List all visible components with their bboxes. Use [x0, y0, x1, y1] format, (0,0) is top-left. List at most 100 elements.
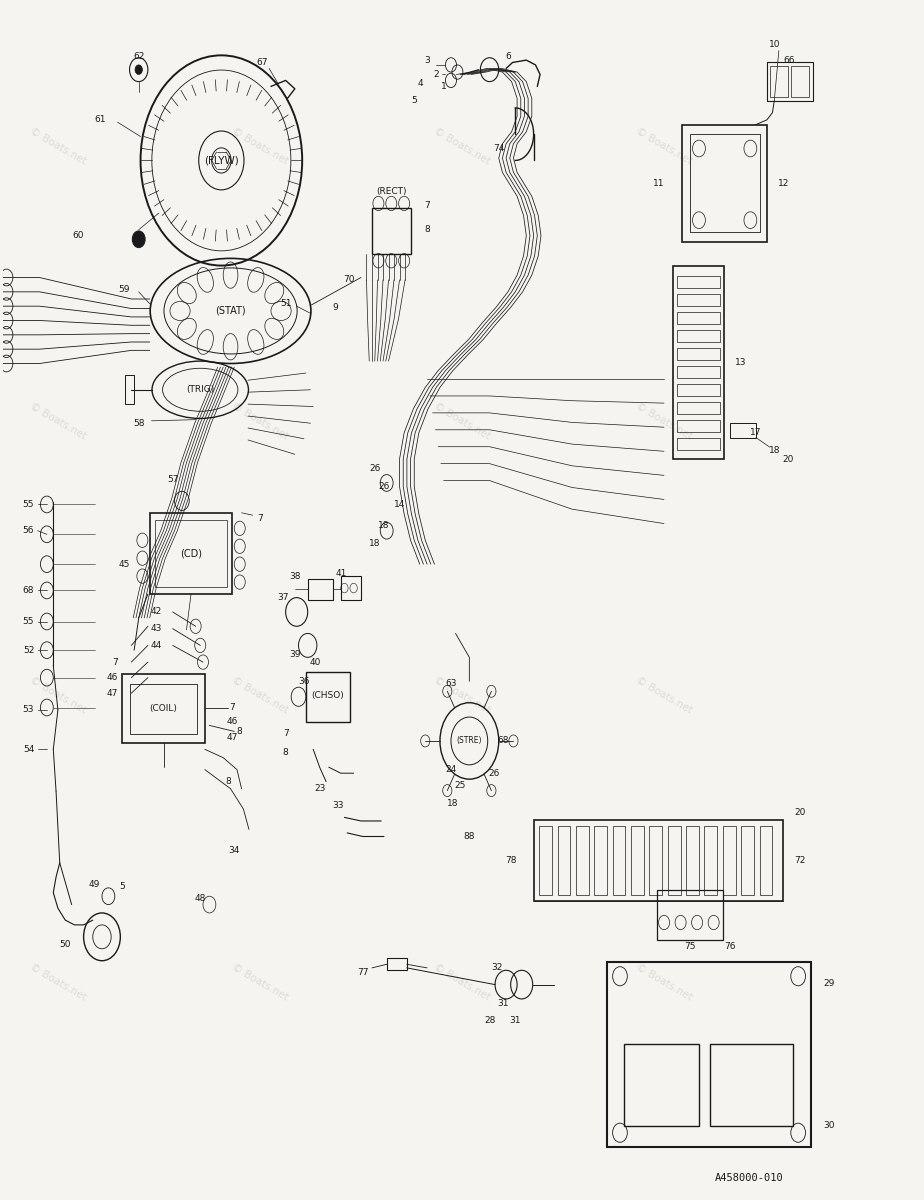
Text: 59: 59: [118, 284, 129, 294]
Text: 75: 75: [684, 942, 696, 950]
Text: 33: 33: [333, 800, 344, 810]
Text: 12: 12: [778, 179, 789, 187]
Text: © Boats.net: © Boats.net: [432, 126, 492, 167]
Text: 5: 5: [411, 96, 417, 106]
Bar: [155, 520, 227, 587]
Bar: [668, 826, 681, 895]
Text: © Boats.net: © Boats.net: [432, 962, 492, 1002]
Text: (CHSO): (CHSO): [311, 691, 345, 700]
Text: © Boats.net: © Boats.net: [28, 962, 88, 1002]
Text: 54: 54: [23, 745, 34, 754]
Text: 60: 60: [72, 232, 84, 240]
Text: (TRIG): (TRIG): [186, 385, 214, 395]
Text: 55: 55: [23, 617, 34, 626]
Text: 44: 44: [151, 641, 162, 650]
Bar: [677, 420, 720, 432]
Text: 41: 41: [335, 569, 346, 578]
Bar: [122, 674, 205, 743]
Bar: [657, 890, 723, 941]
Text: 8: 8: [283, 749, 288, 757]
Bar: [607, 962, 811, 1147]
Text: (FLYW): (FLYW): [204, 156, 238, 166]
Text: 25: 25: [455, 781, 466, 790]
Text: 30: 30: [823, 1121, 835, 1130]
Text: 18: 18: [769, 446, 780, 455]
Text: 47: 47: [106, 689, 117, 697]
Text: 57: 57: [167, 475, 178, 484]
Bar: [539, 826, 552, 895]
Text: 2: 2: [433, 70, 439, 79]
Text: 70: 70: [344, 275, 355, 284]
Text: 36: 36: [298, 677, 310, 685]
Text: 52: 52: [23, 646, 34, 655]
Text: 1: 1: [441, 82, 446, 91]
Bar: [674, 265, 723, 460]
Text: 88: 88: [464, 832, 475, 841]
Text: 26: 26: [378, 482, 390, 491]
Text: 56: 56: [23, 527, 34, 535]
Bar: [129, 684, 198, 733]
Text: 66: 66: [784, 55, 795, 65]
Bar: [534, 820, 784, 901]
Text: © Boats.net: © Boats.net: [28, 126, 88, 167]
Bar: [704, 826, 717, 895]
Text: 26: 26: [369, 464, 381, 473]
Text: 23: 23: [314, 785, 325, 793]
Text: 31: 31: [509, 1016, 521, 1025]
Text: 38: 38: [289, 571, 300, 581]
Text: 50: 50: [59, 940, 71, 948]
Text: 8: 8: [237, 727, 243, 736]
Text: 28: 28: [484, 1016, 495, 1025]
Text: 13: 13: [735, 358, 746, 367]
Text: 39: 39: [289, 650, 300, 660]
Text: (STAT): (STAT): [215, 306, 246, 316]
Bar: [576, 826, 589, 895]
Text: 61: 61: [94, 115, 105, 125]
Text: 68: 68: [498, 737, 509, 745]
Text: 68: 68: [23, 586, 34, 595]
Bar: [650, 826, 663, 895]
Bar: [306, 672, 350, 722]
Bar: [677, 312, 720, 324]
Text: 77: 77: [357, 968, 369, 977]
Text: 46: 46: [226, 718, 238, 726]
Text: 9: 9: [333, 302, 338, 312]
Text: 8: 8: [424, 226, 430, 234]
Text: 7: 7: [229, 703, 236, 712]
Text: 10: 10: [769, 40, 780, 49]
Text: 43: 43: [151, 624, 162, 634]
Text: 11: 11: [652, 179, 664, 187]
Text: 3: 3: [424, 55, 430, 65]
Text: 6: 6: [505, 52, 511, 61]
Text: 7: 7: [283, 730, 288, 738]
Bar: [308, 578, 334, 600]
Text: 63: 63: [445, 679, 456, 688]
Bar: [730, 424, 756, 438]
Bar: [372, 209, 410, 253]
Text: 7: 7: [424, 202, 430, 210]
Text: 47: 47: [226, 733, 238, 742]
Text: 34: 34: [228, 846, 240, 856]
Text: © Boats.net: © Boats.net: [634, 676, 694, 715]
Text: © Boats.net: © Boats.net: [634, 962, 694, 1002]
Text: 18: 18: [369, 539, 381, 548]
Bar: [791, 66, 809, 97]
Bar: [741, 826, 754, 895]
Text: 20: 20: [795, 808, 806, 817]
Text: 74: 74: [493, 144, 505, 152]
Text: (COIL): (COIL): [150, 704, 177, 713]
Bar: [677, 348, 720, 360]
Bar: [150, 512, 233, 594]
Text: 46: 46: [106, 673, 117, 682]
Text: © Boats.net: © Boats.net: [634, 401, 694, 442]
Text: 58: 58: [133, 419, 144, 427]
Text: 45: 45: [118, 559, 129, 569]
Text: 40: 40: [310, 658, 321, 667]
Bar: [710, 1044, 793, 1126]
Text: 37: 37: [277, 593, 288, 602]
Text: 55: 55: [23, 500, 34, 509]
Text: (STRE): (STRE): [456, 737, 482, 745]
Text: © Boats.net: © Boats.net: [28, 676, 88, 715]
Text: © Boats.net: © Boats.net: [230, 401, 290, 442]
Text: 72: 72: [795, 856, 806, 865]
